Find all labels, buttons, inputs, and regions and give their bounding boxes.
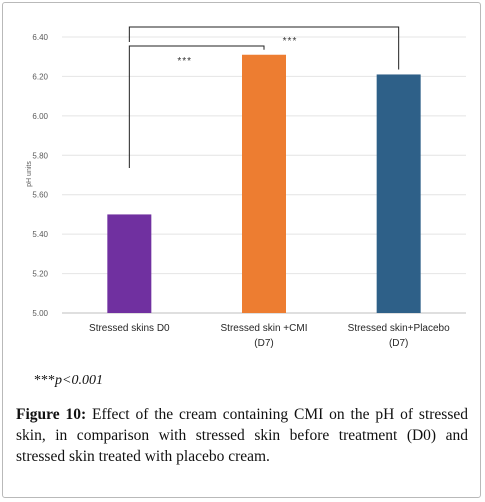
significance-note: ***p<0.001 [34,373,103,389]
note-pvalue: p<0.001 [55,373,103,388]
category-label: Stressed skin +CMI [221,323,308,334]
bar [242,54,286,313]
y-tick-label: 5.40 [32,230,48,239]
category-label: Stressed skin+Placebo [348,323,450,334]
y-tick-labels: 5.00 5.20 5.40 5.60 5.80 6.00 6.20 6.40 [32,33,48,318]
caption-label: Figure 10: [16,406,87,423]
bars [107,54,421,313]
y-tick-label: 5.20 [32,270,48,279]
y-tick-label: 5.00 [32,309,48,318]
y-tick-label: 6.00 [32,112,48,121]
bar [107,214,152,313]
category-label: (D7) [254,338,273,349]
category-label: Stressed skins D0 [89,323,170,334]
category-labels: Stressed skins D0 Stressed skin +CMI (D7) S… [89,323,450,349]
caption-text: Effect of the cream containing CMI on th… [16,406,468,465]
significance-bracket [128,45,265,168]
significance-bracket [128,26,400,70]
significance-brackets: *** *** [128,26,400,168]
significance-stars: *** [177,56,192,67]
y-tick-label: 5.80 [32,151,48,160]
significance-stars: *** [283,36,298,47]
bar [376,74,421,313]
y-tick-label: 5.60 [32,191,48,200]
y-axis-label: pH units [26,161,33,187]
y-tick-label: 6.40 [32,33,48,42]
y-tick-label: 6.20 [32,72,48,81]
category-label: (D7) [389,338,408,349]
bar-chart: 5.00 5.20 5.40 5.60 5.80 6.00 6.20 6.40 ****** … [26,26,466,349]
note-stars: *** [34,373,55,388]
figure-caption: Figure 10: Effect of the cream containin… [16,404,468,467]
